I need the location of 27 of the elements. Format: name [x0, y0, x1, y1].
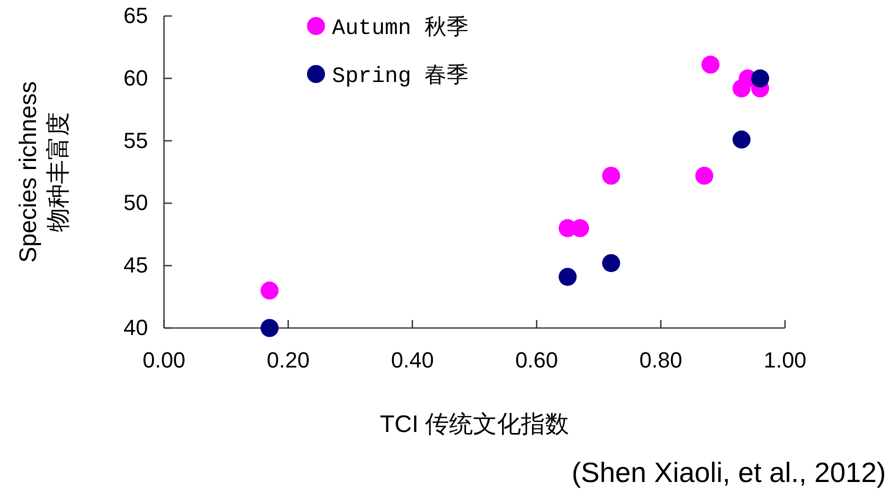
legend-label: Autumn 秋季 [332, 15, 468, 41]
point [701, 56, 720, 74]
text: Species richness [15, 81, 42, 263]
point [602, 254, 620, 272]
text: 物种丰富度 [45, 112, 72, 232]
point [732, 130, 751, 149]
point [558, 268, 577, 286]
y-tick-label: 65 [124, 3, 148, 28]
x-axis-title: TCI 传统文化指数 [380, 411, 570, 438]
y-tick-label: 45 [124, 252, 148, 278]
x-tick-label: 0.00 [142, 348, 186, 373]
point [260, 282, 279, 300]
x-tick-label: 0.20 [266, 348, 310, 373]
y-tick-label: 40 [124, 315, 148, 340]
text: (Shen Xiaoli, et al., 2012) [572, 457, 886, 488]
point [751, 69, 770, 88]
x-tick-label: 0.40 [390, 348, 434, 373]
legend-label: Spring 春季 [332, 63, 468, 89]
point [260, 319, 279, 337]
x-tick-label: 0.60 [515, 348, 558, 373]
point [695, 166, 714, 185]
x-tick-label: 0.80 [639, 348, 682, 373]
y-tick-label: 60 [124, 65, 148, 90]
y-tick-label: 55 [124, 128, 148, 153]
point [602, 166, 620, 185]
x-tick-label: 1.00 [764, 348, 806, 373]
y-tick-label: 50 [124, 190, 148, 216]
